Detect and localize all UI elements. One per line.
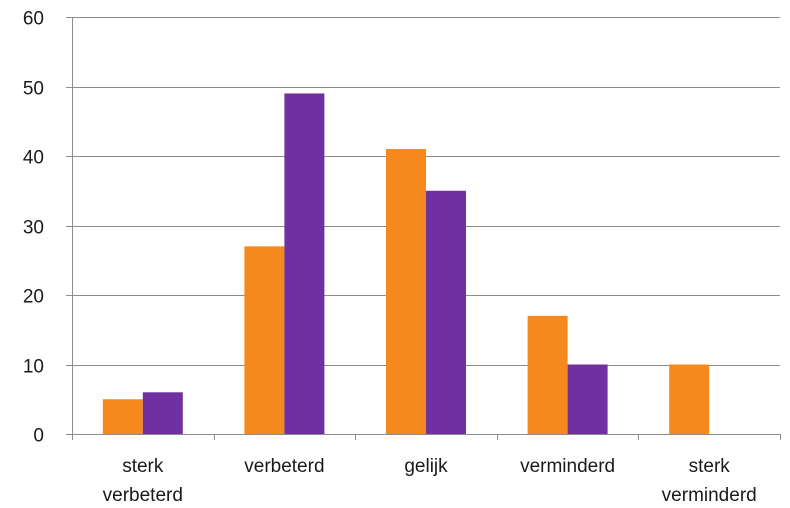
bar-series-1-category-5	[669, 364, 710, 434]
x-category-label: verbeterd	[244, 456, 324, 477]
x-category-label: sterk verminderd	[662, 456, 757, 506]
x-category-label: verminderd	[520, 456, 615, 477]
axes	[66, 17, 781, 440]
y-tick-label: 50	[23, 79, 44, 100]
bar-series-1-category-2	[244, 246, 285, 434]
y-tick-label: 60	[23, 9, 44, 30]
bar-series-1-category-4	[527, 315, 568, 434]
bar-series-1-category-1	[102, 399, 143, 434]
y-tick-label: 10	[23, 357, 44, 378]
bar-series-2-category-4	[567, 364, 608, 434]
y-axis-tick-labels: 0 10 20 30 40 50 60	[23, 9, 44, 447]
bar-series-2-category-1	[142, 392, 183, 434]
y-tick-label: 0	[33, 426, 44, 447]
x-category-label: sterk verbeterd	[103, 456, 183, 506]
bar-series-2-category-2	[284, 93, 325, 434]
y-tick-label: 30	[23, 218, 44, 239]
bar-series-2-category-3	[426, 190, 466, 434]
bars	[102, 93, 710, 435]
x-category-label: gelijk	[404, 456, 448, 477]
x-axis-category-labels: sterk verbeterd verbeterd gelijk verminderd s…	[103, 456, 757, 506]
y-tick-label: 20	[23, 287, 44, 308]
bar-series-1-category-3	[386, 149, 426, 435]
y-tick-label: 40	[23, 148, 44, 169]
